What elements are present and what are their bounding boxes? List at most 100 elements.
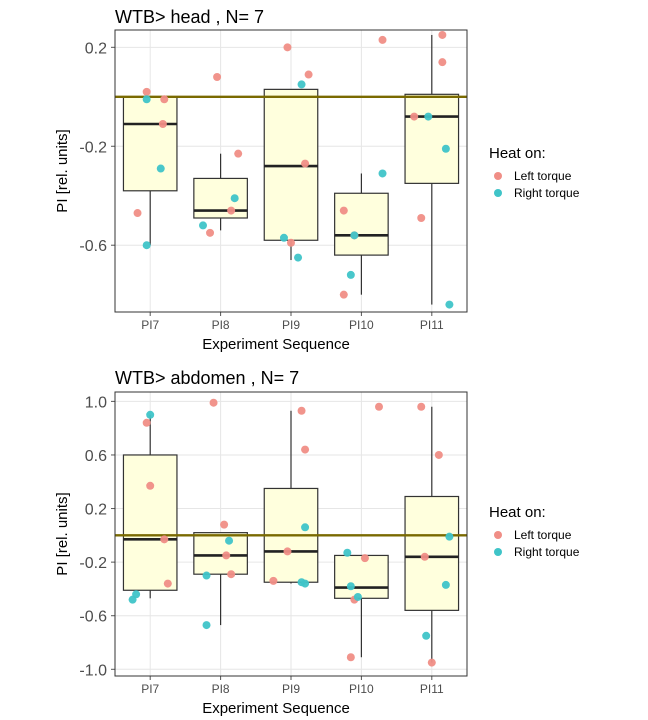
left-torque-point [304,70,313,79]
y-tick-label: -0.6 [79,238,107,255]
left-torque-point [220,520,229,529]
left-torque-point [142,418,151,427]
right-torque-point [199,221,207,230]
y-tick-label: -0.2 [79,139,107,156]
box-PI7 [122,96,178,246]
left-torque-point [133,209,142,218]
box-iqr [122,96,178,192]
left-torque-point [360,554,369,563]
left-torque-point [420,552,429,561]
x-tick-label: PI10 [349,682,374,696]
right-torque-point [353,592,362,601]
right-torque-point [301,579,310,588]
right-torque-point [424,112,433,121]
legend: Heat on: Left torque Right torque [489,145,580,200]
box-PI11 [404,34,460,305]
left-torque-point [283,43,292,52]
legend-item-label: Left torque [514,169,572,183]
left-torque-point [158,120,167,128]
right-torque-point [301,523,310,532]
y-tick-label: -1.0 [79,662,107,679]
legend-item-label: Right torque [514,186,580,200]
y-tick-label: -0.2 [79,555,107,572]
right-torque-point [279,233,288,242]
x-tick-label: PI10 [349,318,374,332]
right-torque-point [128,595,137,604]
y-tick-label: 0.2 [85,502,107,519]
left-torque-point [410,112,419,121]
left-torque-point [269,576,278,585]
left-torque-point [163,579,172,588]
chart-title: WTB> head , N= 7 [115,7,264,27]
left-torque-point [346,653,355,662]
plot-border [114,29,468,313]
right-torque-point [202,571,211,580]
right-torque-point [146,410,155,419]
right-torque-point [142,241,151,250]
left-torque-point [434,450,443,459]
box-iqr [404,495,460,611]
box-PI7 [122,414,178,599]
box-iqr [122,454,178,591]
box-PI9 [263,88,319,261]
left-torque-point [160,535,169,544]
left-torque-point [417,214,426,222]
y-tick-label: -0.6 [79,609,107,626]
x-tick-label: PI8 [212,682,230,696]
left-torque-point [209,398,218,407]
legend-left-torque-key [494,531,502,539]
left-torque-point [227,206,236,215]
box-iqr [404,93,460,184]
left-torque-point [222,551,231,560]
right-torque-point [346,270,355,279]
right-torque-point [202,621,211,630]
plot-border [114,391,468,677]
left-torque-point [206,228,215,237]
left-torque-point [438,30,447,39]
left-torque-point [160,95,169,104]
box-iqr [334,192,389,256]
left-torque-point [378,35,387,44]
right-torque-point [156,164,165,173]
box-iqr [193,177,248,219]
left-torque-point [301,159,310,168]
right-torque-point [230,194,239,203]
x-axis-label: Experiment Sequence [202,700,350,717]
chart-panel-2: WTB> abdomen , N= 7 1.0 0.6 0.2 -0.2 -0.6 -1.0… [54,368,580,717]
right-torque-point [378,169,387,178]
right-torque-point [225,536,234,545]
x-axis-label: Experiment Sequence [202,336,350,353]
left-torque-point [339,206,348,215]
right-torque-point [346,582,355,591]
left-torque-point [213,73,222,81]
x-tick-label: PI7 [141,682,159,696]
left-torque-point [427,658,436,667]
y-tick-label: 0.6 [85,448,107,465]
chart-title: WTB> abdomen , N= 7 [115,368,299,388]
left-torque-point [438,58,447,67]
box-PI10 [334,173,389,295]
x-tick-label: PI11 [420,318,444,332]
right-torque-point [445,532,454,541]
x-tick-label: PI9 [282,318,300,332]
left-torque-point [227,570,236,579]
y-tick-label: 1.0 [85,394,107,411]
legend-item-label: Left torque [514,528,572,542]
right-torque-point [441,144,450,153]
box-iqr [334,554,389,599]
box-iqr [193,532,248,575]
left-torque-point [283,547,292,556]
y-tick-label: 0.2 [85,40,107,57]
box-PI11 [404,406,460,663]
legend-title: Heat on: [489,145,546,162]
left-torque-point [287,238,295,247]
left-torque-point [301,445,310,454]
left-torque-point [297,406,306,415]
right-torque-point [142,95,151,104]
x-tick-label: PI7 [141,318,159,332]
y-axis-label: PI [rel. units] [54,129,71,212]
y-axis-label: PI [rel. units] [54,492,71,575]
box-PI8 [193,532,248,626]
left-torque-point [417,402,426,411]
